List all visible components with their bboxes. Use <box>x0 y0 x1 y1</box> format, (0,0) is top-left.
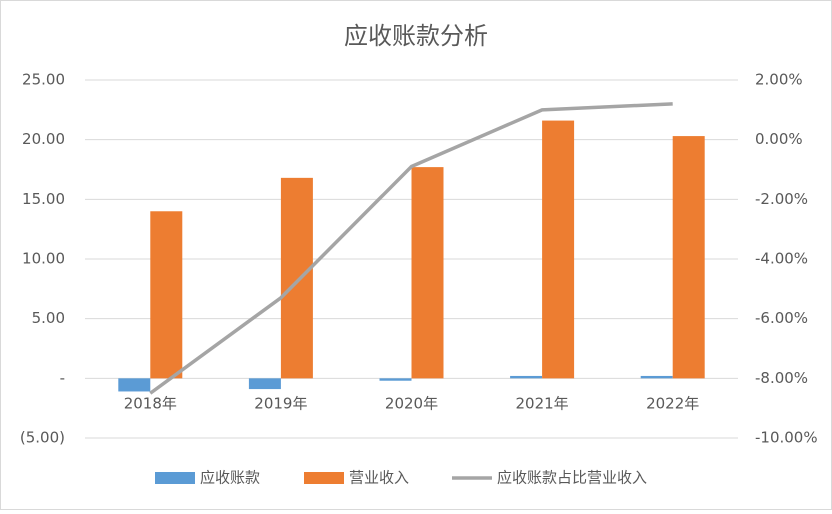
bar <box>640 375 673 379</box>
bar <box>150 211 183 379</box>
chart-title: 应收账款分析 <box>344 22 488 50</box>
x-tick-label: 2021年 <box>516 395 569 413</box>
bar <box>411 167 444 379</box>
legend-label: 营业收入 <box>349 469 409 487</box>
legend-label: 应收账款占比营业收入 <box>497 469 647 487</box>
bar <box>118 378 151 392</box>
legend-swatch <box>155 472 195 484</box>
y2-tick-label: -6.00% <box>755 309 808 327</box>
bar <box>248 378 281 390</box>
y-tick-label: 10.00 <box>22 250 65 268</box>
bar <box>379 378 412 381</box>
y-tick-label: 25.00 <box>22 71 65 89</box>
y2-tick-label: -2.00% <box>755 190 808 208</box>
y-tick-label: 20.00 <box>22 130 65 148</box>
x-tick-label: 2019年 <box>254 395 307 413</box>
y2-tick-label: 2.00% <box>755 71 803 89</box>
y-tick-label: 5.00 <box>32 309 65 327</box>
bar <box>542 120 575 379</box>
legend-label: 应收账款 <box>200 469 260 487</box>
y2-tick-label: -4.00% <box>755 250 808 268</box>
line <box>149 102 673 395</box>
y2-tick-label: -10.00% <box>755 429 818 447</box>
bar <box>672 136 705 379</box>
x-tick-label: 2020年 <box>385 395 438 413</box>
bar <box>510 375 543 379</box>
y-tick-label: - <box>60 369 65 387</box>
x-tick-label: 2022年 <box>646 395 699 413</box>
y2-tick-label: 0.00% <box>755 130 803 148</box>
y2-tick-label: -8.00% <box>755 369 808 387</box>
y-tick-label: 15.00 <box>22 190 65 208</box>
x-tick-label: 2018年 <box>124 395 177 413</box>
y-tick-label: (5.00) <box>20 429 65 447</box>
bar <box>280 177 313 379</box>
legend-swatch <box>304 472 344 484</box>
